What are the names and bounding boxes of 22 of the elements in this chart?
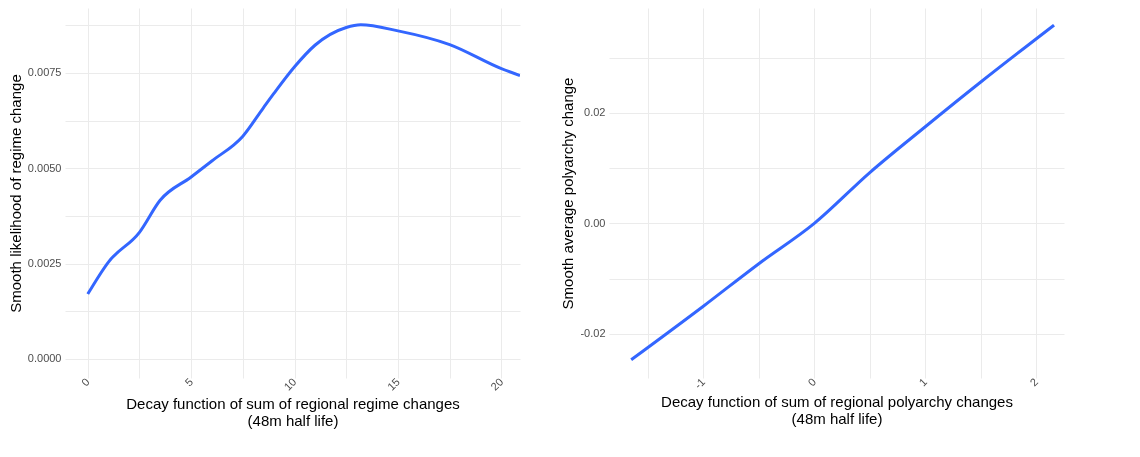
y-tick-label: 0.02 (584, 106, 606, 119)
line-series (629, 23, 1056, 362)
x-tick-label: 0 (78, 375, 92, 389)
y-tick-label: 0.0000 (27, 352, 62, 365)
y-axis-title: Smooth average polyarchy change (559, 77, 577, 310)
line-series (86, 23, 520, 296)
x-axis-title: Decay function of sum of regional regime changes (48m half life) (126, 394, 460, 429)
x-tick-label: 20 (488, 375, 506, 393)
x-tick-label: 2 (1027, 375, 1041, 389)
y-tick-label: 0.00 (584, 216, 606, 229)
y-axis-title: Smooth likelihood of regime change (6, 74, 24, 313)
x-tick-label: 0 (805, 375, 819, 389)
x-axis-title: Decay function of sum of regional polyarchy changes (48m half life) (661, 392, 1013, 427)
x-tick-label: 1 (916, 375, 930, 389)
y-tick-label: -0.02 (580, 327, 606, 340)
x-tick-label: 15 (384, 375, 403, 393)
y-tick-label: 0.0075 (27, 66, 62, 79)
x-tick-label: -1 (691, 375, 708, 391)
x-tick-label: 10 (281, 375, 299, 393)
y-tick-label: 0.0025 (27, 257, 62, 270)
x-tick-label: 5 (182, 375, 196, 389)
y-tick-label: 0.0050 (27, 161, 62, 174)
